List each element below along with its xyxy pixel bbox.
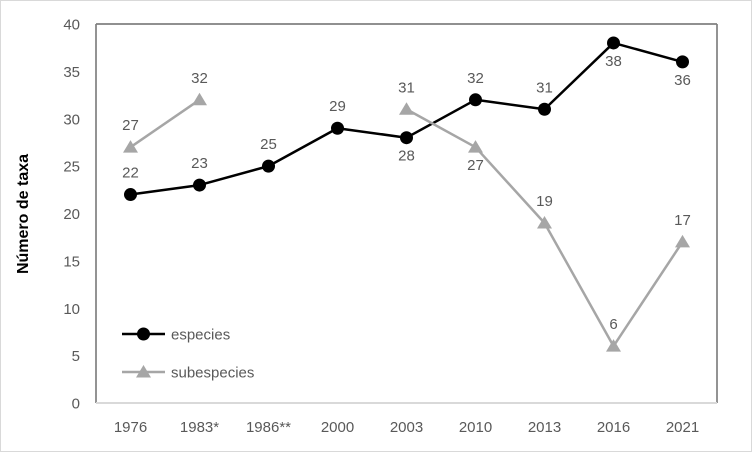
data-point-label: 25 — [260, 136, 277, 153]
y-tick-label: 10 — [63, 301, 80, 318]
data-point-circle-marker — [193, 178, 206, 192]
legend-circle-marker — [137, 327, 150, 341]
data-point-triangle-marker — [123, 140, 138, 153]
data-point-label: 31 — [398, 79, 415, 96]
legend-item-subespecies: subespecies — [122, 365, 254, 382]
data-point-label: 31 — [536, 79, 553, 96]
x-tick-label: 1986** — [246, 419, 291, 436]
y-tick-label: 5 — [72, 348, 80, 365]
x-tick-label: 1976 — [114, 419, 147, 436]
x-tick-label: 2021 — [666, 419, 699, 436]
data-point-label: 22 — [122, 165, 139, 182]
data-point-circle-marker — [262, 159, 275, 173]
data-point-label: 17 — [674, 212, 691, 229]
data-point-label: 29 — [329, 98, 346, 115]
y-tick-label: 30 — [63, 111, 80, 128]
data-point-triangle-marker — [606, 339, 621, 352]
legend-item-especies: especies — [122, 327, 230, 344]
data-point-label: 19 — [536, 193, 553, 210]
y-tick-label: 0 — [72, 396, 80, 413]
y-axis-title: Número de taxa — [15, 154, 32, 274]
data-point-label: 38 — [605, 53, 622, 70]
legend: especies subespecies — [122, 327, 254, 382]
series-line — [129, 98, 201, 149]
series-especies: 22 23 25 29 28 32 31 38 36 — [122, 36, 691, 202]
x-tick-label: 2013 — [528, 419, 561, 436]
legend-label: subespecies — [171, 365, 254, 382]
y-tick-label: 15 — [63, 253, 80, 270]
data-point-label: 27 — [122, 117, 139, 134]
data-point-triangle-marker — [468, 140, 483, 153]
data-point-label: 23 — [191, 155, 208, 172]
y-tick-label: 20 — [63, 206, 80, 223]
y-tick-label: 40 — [63, 17, 80, 34]
x-tick-label: 2003 — [390, 419, 423, 436]
data-point-circle-marker — [124, 188, 137, 202]
x-tick-label: 2010 — [459, 419, 492, 436]
series-subespecies: 27 32 31 27 19 6 17 — [122, 70, 691, 352]
legend-triangle-marker — [136, 365, 151, 378]
data-point-circle-marker — [676, 55, 689, 69]
data-point-circle-marker — [538, 102, 551, 116]
data-point-label: 36 — [674, 72, 691, 89]
data-point-circle-marker — [607, 36, 620, 50]
data-point-label: 27 — [467, 157, 484, 174]
data-point-circle-marker — [469, 93, 482, 107]
data-point-label: 6 — [609, 316, 617, 333]
data-point-circle-marker — [331, 121, 344, 135]
data-point-triangle-marker — [192, 92, 207, 106]
data-point-triangle-marker — [675, 234, 690, 248]
legend-label: especies — [171, 327, 230, 344]
data-point-label: 32 — [467, 70, 484, 87]
y-tick-label: 25 — [63, 159, 80, 176]
y-tick-label: 35 — [63, 64, 80, 81]
data-point-label: 32 — [191, 70, 208, 87]
data-point-triangle-marker — [537, 215, 552, 229]
data-point-triangle-marker — [399, 102, 414, 115]
x-tick-label: 2000 — [321, 419, 354, 436]
series-line — [130, 41, 683, 196]
data-point-circle-marker — [400, 131, 413, 145]
x-tick-label: 1983* — [180, 419, 219, 436]
data-point-label: 28 — [398, 148, 415, 165]
x-tick-label: 2016 — [597, 419, 630, 436]
